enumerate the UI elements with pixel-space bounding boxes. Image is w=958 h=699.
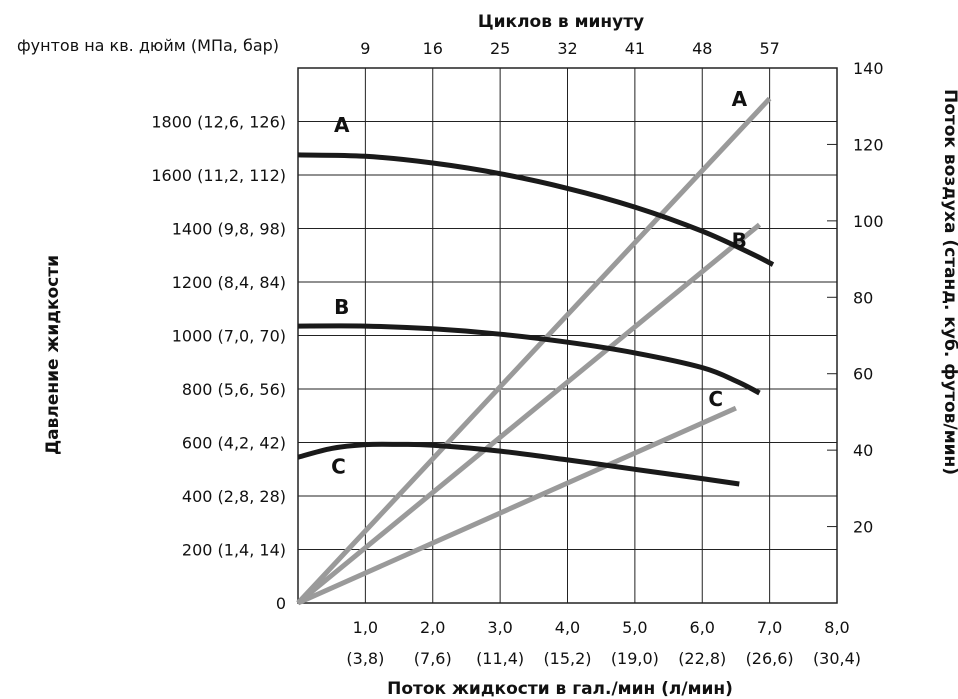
top-tick-label: 9 <box>360 39 370 58</box>
x-tick-sublabel: (11,4) <box>476 649 524 668</box>
series-layer <box>296 96 775 606</box>
y-axis-label: Давление жидкости <box>43 255 63 455</box>
x-tick-label: 3,0 <box>487 618 512 637</box>
x-tick-sublabel: (30,4) <box>813 649 861 668</box>
air-flow-line-a <box>296 96 772 605</box>
y2-tick-label: 60 <box>853 365 873 384</box>
y-tick-label: 1800 (12,6, 126) <box>151 113 286 132</box>
top-tick-label: 48 <box>692 39 712 58</box>
series-labels: A B C A B C <box>331 87 747 478</box>
pressure-curve-a <box>297 152 775 267</box>
y2-tick-label: 100 <box>853 212 884 231</box>
y2-tick-label: 80 <box>853 288 873 307</box>
y-tick-label: 800 (5,6, 56) <box>182 380 286 399</box>
x-tick-sublabel: (3,8) <box>346 649 384 668</box>
pressure-curve-c <box>297 441 740 487</box>
y2-axis-label: Поток воздуха (станд. куб. футов/мин) <box>940 89 958 475</box>
x-tick-label: 6,0 <box>690 618 715 637</box>
grid-layer <box>297 67 838 604</box>
x-tick-label: 4,0 <box>555 618 580 637</box>
pressure-curve-label-b: B <box>334 295 349 319</box>
air-flow-label-b: B <box>732 229 747 253</box>
x-tick-sublabel: (7,6) <box>414 649 452 668</box>
y-tick-label: 400 (2,8, 28) <box>182 487 286 506</box>
top-tick-label: 32 <box>557 39 577 58</box>
top-tick-label: 57 <box>759 39 779 58</box>
pressure-curve-label-c: C <box>331 454 346 478</box>
x-tick-label: 1,0 <box>353 618 378 637</box>
air-flow-label-c: C <box>708 387 723 411</box>
top-tick-label: 25 <box>490 39 510 58</box>
x-tick-sublabel: (22,8) <box>678 649 726 668</box>
y-tick-label: 1600 (11,2, 112) <box>151 166 286 185</box>
x-tick-label: 7,0 <box>757 618 782 637</box>
y-tick-label: 1400 (9,8, 98) <box>172 220 286 239</box>
x-tick-label: 5,0 <box>622 618 647 637</box>
y2-tick-label: 20 <box>853 518 873 537</box>
pressure-curve-b <box>297 323 761 396</box>
air-flow-label-a: A <box>732 87 748 111</box>
tick-labels: 1,0 (3,8) 2,0 (7,6) 3,0 (11,4) 4,0 (15,2) 5,0 (19… <box>151 39 883 668</box>
y2-tick-label: 40 <box>853 441 873 460</box>
pressure-curve-label-a: A <box>334 113 350 137</box>
y2-tick-label: 120 <box>853 135 884 154</box>
x-tick-sublabel: (26,6) <box>746 649 794 668</box>
top-tick-label: 16 <box>423 39 443 58</box>
x-tick-sublabel: (15,2) <box>543 649 591 668</box>
x-tick-label: 2,0 <box>420 618 445 637</box>
y-tick-label: 1200 (8,4, 84) <box>172 273 286 292</box>
y-tick-label: 1000 (7,0, 70) <box>172 327 286 346</box>
x-tick-label: 8,0 <box>824 618 849 637</box>
y-tick-label: 200 (1,4, 14) <box>182 541 286 560</box>
y2-tick-label: 140 <box>853 59 884 78</box>
air-flow-line-c <box>296 405 737 606</box>
air-flow-line-b <box>296 222 762 605</box>
chart-title: Циклов в минуту <box>478 12 644 32</box>
y-tick-label: 0 <box>276 594 286 613</box>
top-tick-label: 41 <box>625 39 645 58</box>
x-axis-label: Поток жидкости в гал./мин (л/мин) <box>387 679 733 699</box>
y-tick-label: 600 (4,2, 42) <box>182 434 286 453</box>
y-unit-label: фунтов на кв. дюйм (МПа, бар) <box>17 36 279 55</box>
x-tick-sublabel: (19,0) <box>611 649 659 668</box>
